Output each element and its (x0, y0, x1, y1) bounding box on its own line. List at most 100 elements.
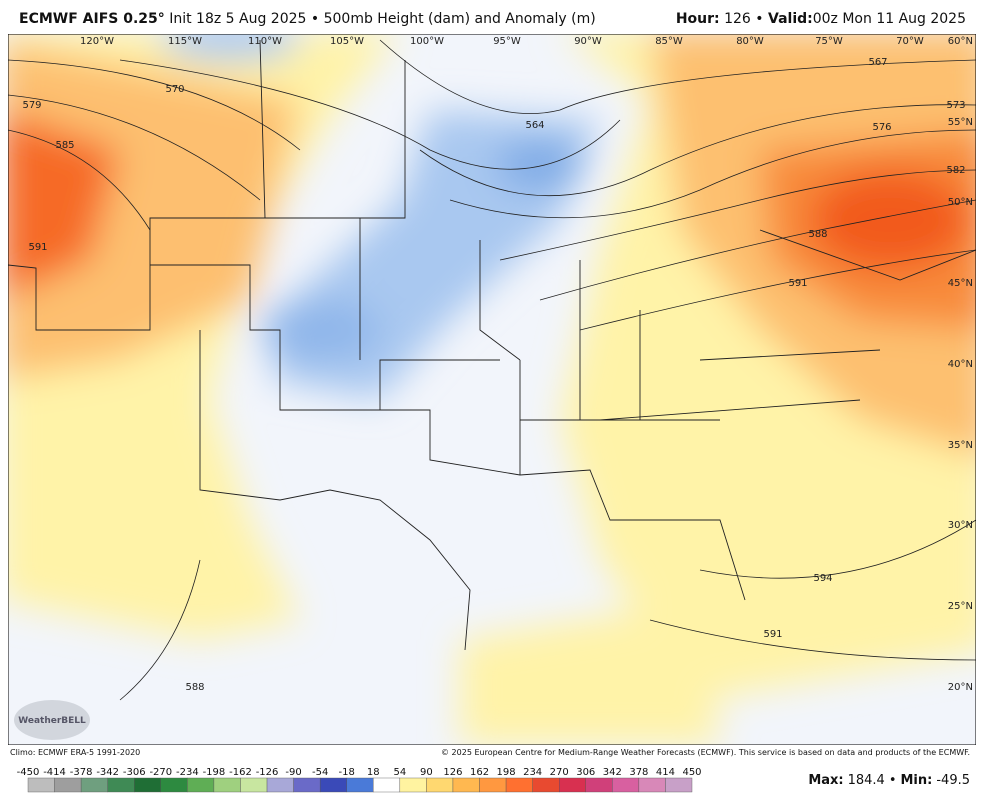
colorbar-tick: 198 (497, 767, 516, 778)
stat-part: • (889, 773, 897, 788)
logo-mark (14, 700, 90, 740)
contour-label: 573 (946, 100, 965, 111)
hour: 126 (724, 11, 751, 27)
colorbar-tick: 342 (603, 767, 622, 778)
lat-label: 30°N (948, 520, 973, 531)
colorbar-swatch (612, 777, 640, 793)
colorbar-tick: 270 (550, 767, 569, 778)
colorbar-swatch (426, 777, 454, 793)
lat-label: 40°N (948, 359, 973, 370)
contour-label: 588 (808, 229, 827, 240)
colorbar-swatch (638, 777, 666, 793)
lat-label: 55°N (948, 117, 973, 128)
lon-label: 80°W (736, 36, 764, 47)
valid-label: Valid: (768, 11, 813, 27)
colorbar-tick: -234 (176, 767, 199, 778)
colorbar-tick: -126 (256, 767, 279, 778)
colorbar-swatch (319, 777, 347, 793)
colorbar-swatch (160, 777, 188, 793)
colorbar-tick: 162 (470, 767, 489, 778)
colorbar-tick: 414 (656, 767, 675, 778)
contour-label: 585 (55, 140, 74, 151)
colorbar-swatch (107, 777, 135, 793)
colorbar-tick: -162 (229, 767, 252, 778)
colorbar-swatch (532, 777, 560, 793)
colorbar-tick: -18 (339, 767, 355, 778)
lon-label: 70°W (896, 36, 924, 47)
colorbar-tick: -306 (123, 767, 146, 778)
stat-part: Max: (808, 773, 843, 788)
contour-label: 582 (946, 165, 965, 176)
valid: 00z Mon 11 Aug 2025 (812, 11, 966, 27)
colorbar-swatch (134, 777, 162, 793)
colorbar-swatch (665, 777, 693, 793)
contour-label: 591 (28, 242, 47, 253)
climo: Climo: ECMWF ERA-5 1991-2020 (10, 748, 140, 757)
title: ECMWF AIFS 0.25° Init 18z 5 Aug 2025 • 5… (19, 11, 596, 27)
colorbar-tick: 54 (393, 767, 406, 778)
stat-part: 184.4 (848, 773, 885, 788)
logo: WeatherBELL (18, 716, 86, 726)
lon-label: 105°W (330, 36, 364, 47)
contour-label: 579 (22, 100, 41, 111)
colorbar-swatch (585, 777, 613, 793)
stats: Max: 184.4 • Min: -49.5 (808, 773, 970, 788)
lat-label: 45°N (948, 278, 973, 289)
lon-label: 100°W (410, 36, 444, 47)
colorbar-tick: -414 (43, 767, 66, 778)
contour-label: 588 (185, 682, 204, 693)
colorbar-swatch (54, 777, 82, 793)
colorbar-tick: -270 (149, 767, 172, 778)
title-rest: Init 18z 5 Aug 2025 • 500mb Height (dam)… (169, 11, 596, 27)
colorbar-tick: -198 (203, 767, 226, 778)
colorbar-swatch (505, 777, 533, 793)
colorbar-swatch (80, 777, 108, 793)
lon-label: 95°W (493, 36, 521, 47)
colorbar-tick: 306 (576, 767, 595, 778)
colorbar-tick: 234 (523, 767, 542, 778)
colorbar-tick: -450 (17, 767, 40, 778)
lon-label: 85°W (655, 36, 683, 47)
lon-label: 115°W (168, 36, 202, 47)
anomaly-field (8, 34, 976, 745)
colorbar-swatch (240, 777, 268, 793)
sep: • (755, 11, 764, 27)
copyright: © 2025 European Centre for Medium-Range … (441, 748, 970, 757)
colorbar-swatch (187, 777, 215, 793)
colorbar-swatch (479, 777, 507, 793)
stat-part: -49.5 (936, 773, 970, 788)
colorbar-tick: 90 (420, 767, 433, 778)
colorbar-tick: 18 (367, 767, 380, 778)
colorbar-tick: 450 (682, 767, 701, 778)
colorbar-tick: -342 (96, 767, 119, 778)
lon-label: 110°W (248, 36, 282, 47)
colorbar-swatch (293, 777, 321, 793)
colorbar-tick: -54 (312, 767, 328, 778)
colorbar-swatch (559, 777, 586, 793)
contour-label: 591 (763, 629, 782, 640)
lon-label: 120°W (80, 36, 114, 47)
colorbar-swatch (213, 777, 241, 793)
colorbar-swatch (452, 777, 480, 793)
contour-label: 594 (813, 573, 832, 584)
contour-label: 567 (868, 57, 887, 68)
valid-info: Hour: 126 • Valid:00z Mon 11 Aug 2025 (676, 11, 966, 27)
lat-label: 60°N (948, 36, 973, 47)
colorbar-tick: -90 (285, 767, 301, 778)
model: ECMWF AIFS 0.25° (19, 11, 165, 27)
contour-label: 576 (872, 122, 891, 133)
contour-label: 564 (525, 120, 544, 131)
lat-label: 20°N (948, 682, 973, 693)
borders (8, 39, 976, 651)
stat-part: Min: (901, 773, 933, 788)
colorbar-tick: -378 (70, 767, 93, 778)
contour-label: 570 (165, 84, 184, 95)
lon-label: 90°W (574, 36, 602, 47)
colorbar-swatch (346, 777, 374, 793)
lat-label: 25°N (948, 601, 973, 612)
contours (8, 39, 976, 701)
lat-label: 35°N (948, 440, 973, 451)
hour-label: Hour: (675, 11, 720, 27)
